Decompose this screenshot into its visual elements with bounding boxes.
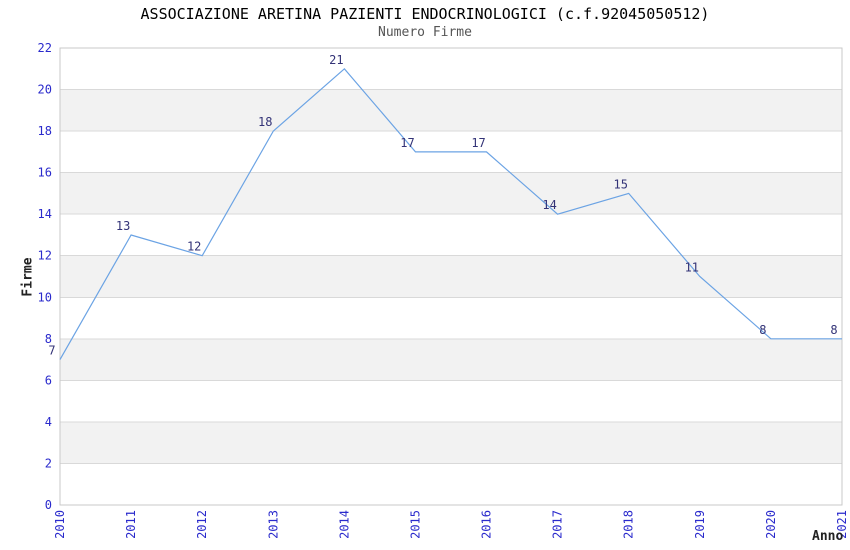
x-tick-label: 2017 [551,510,565,539]
point-value-label: 14 [542,198,556,212]
point-value-label: 11 [685,261,699,275]
grid-band [60,338,842,381]
x-tick-label: 2011 [124,510,138,539]
grid-band [60,172,842,215]
y-tick-label: 12 [38,249,52,263]
chart-title: ASSOCIAZIONE ARETINA PAZIENTI ENDOCRINOL… [140,5,710,23]
x-tick-label: 2014 [337,510,351,539]
point-value-label: 17 [471,136,485,150]
point-value-label: 12 [187,240,201,254]
plot-border [59,47,843,506]
point-value-label: 8 [830,323,837,337]
point-value-label: 18 [258,115,272,129]
grid-band [60,421,842,464]
point-value-label: 8 [759,323,766,337]
x-tick-label: 2021 [835,510,849,539]
x-axis-title: Anno [812,529,844,544]
point-value-label: 7 [48,344,55,358]
y-tick-label: 20 [38,83,52,97]
y-tick-label: 18 [38,124,52,138]
y-tick-label: 22 [38,41,52,55]
x-tick-label: 2010 [53,510,67,539]
x-tick-label: 2012 [195,510,209,539]
x-tick-label: 2018 [622,510,636,539]
y-tick-label: 6 [45,373,52,387]
y-tick-label: 8 [45,332,52,346]
y-tick-label: 4 [45,415,52,429]
point-value-label: 17 [400,136,414,150]
y-tick-label: 14 [38,207,52,221]
grid-band [60,255,842,298]
chart-subtitle: Numero Firme [378,25,472,40]
x-tick-label: 2019 [693,510,707,539]
data-line [59,67,842,360]
x-tick-label: 2013 [266,510,280,539]
y-tick-label: 10 [38,290,52,304]
y-tick-label: 0 [45,498,52,512]
x-tick-label: 2015 [408,510,422,539]
point-value-label: 13 [116,219,130,233]
point-value-label: 21 [329,53,343,67]
y-tick-label: 16 [38,166,52,180]
y-tick-label: 2 [45,456,52,470]
x-tick-label: 2020 [764,510,778,539]
x-tick-label: 2016 [480,510,494,539]
point-value-label: 15 [614,177,628,191]
grid-band [60,89,842,132]
